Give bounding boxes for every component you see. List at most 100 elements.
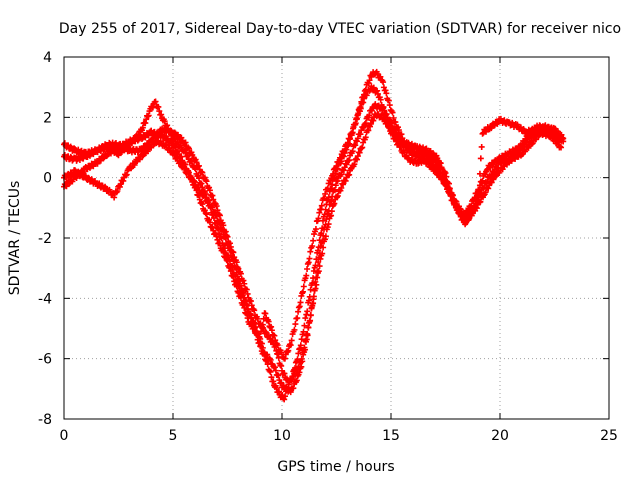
data-point xyxy=(332,166,339,173)
data-point xyxy=(242,298,249,305)
data-point xyxy=(361,95,368,102)
data-point xyxy=(262,310,269,317)
data-point xyxy=(295,350,302,357)
data-point xyxy=(382,87,389,94)
data-point xyxy=(220,222,227,229)
data-point xyxy=(476,170,483,177)
x-tick-label: 15 xyxy=(382,428,400,444)
data-point xyxy=(298,336,305,343)
data-point xyxy=(287,389,294,396)
data-point xyxy=(202,210,209,217)
data-point xyxy=(383,111,390,118)
data-point xyxy=(479,177,486,184)
data-point xyxy=(503,161,510,168)
data-point xyxy=(329,181,336,188)
data-point xyxy=(360,139,367,146)
data-point xyxy=(281,396,288,403)
data-point xyxy=(525,144,532,151)
data-point xyxy=(329,193,336,200)
data-point xyxy=(328,197,335,204)
data-point xyxy=(432,166,439,173)
data-point xyxy=(365,127,372,134)
data-point xyxy=(485,185,492,192)
y-tick-label: 4 xyxy=(43,50,52,66)
data-point xyxy=(145,132,152,139)
data-point xyxy=(316,254,323,261)
data-point xyxy=(163,141,170,148)
y-tick-label: -8 xyxy=(38,412,52,428)
data-point xyxy=(231,254,238,261)
data-point xyxy=(299,288,306,295)
data-point xyxy=(360,99,367,106)
data-point xyxy=(316,209,323,216)
data-point xyxy=(268,323,275,330)
data-point xyxy=(319,217,326,224)
data-point xyxy=(207,204,214,211)
data-point xyxy=(321,195,328,202)
data-point xyxy=(303,272,310,279)
data-point xyxy=(138,136,145,143)
data-point xyxy=(210,211,217,218)
data-point xyxy=(174,154,181,161)
data-point xyxy=(190,177,197,184)
data-point xyxy=(286,379,293,386)
data-point xyxy=(241,280,248,287)
data-point xyxy=(232,272,239,279)
y-tick-label: 0 xyxy=(43,171,52,187)
data-point xyxy=(218,235,225,242)
data-point xyxy=(478,143,485,150)
data-point xyxy=(386,102,393,109)
data-point xyxy=(402,142,409,149)
data-point xyxy=(120,177,127,184)
data-point xyxy=(100,145,107,152)
data-point xyxy=(172,144,179,151)
data-point xyxy=(177,159,184,166)
data-point xyxy=(148,144,155,151)
data-point xyxy=(483,167,490,174)
data-point xyxy=(294,315,301,322)
y-tick-label: 2 xyxy=(43,110,52,126)
y-tick-label: -2 xyxy=(38,231,52,247)
data-point xyxy=(389,109,396,116)
data-point xyxy=(560,138,567,145)
data-point xyxy=(374,70,381,77)
data-point xyxy=(252,323,259,330)
data-point xyxy=(301,322,308,329)
data-point xyxy=(239,292,246,299)
data-point xyxy=(307,286,314,293)
data-point xyxy=(557,143,564,150)
data-point xyxy=(114,187,121,194)
data-point xyxy=(191,178,198,185)
data-point xyxy=(315,215,322,222)
data-point xyxy=(123,171,130,178)
data-point xyxy=(291,326,298,333)
data-point xyxy=(255,331,262,338)
data-point xyxy=(274,351,281,358)
data-point xyxy=(324,185,331,192)
data-point xyxy=(266,367,273,374)
data-point xyxy=(324,211,331,218)
data-point xyxy=(212,220,219,227)
data-point xyxy=(181,165,188,172)
data-point xyxy=(476,186,483,193)
data-point xyxy=(476,182,483,189)
data-point xyxy=(203,178,210,185)
data-point xyxy=(309,300,316,307)
data-point xyxy=(300,328,307,335)
data-point xyxy=(272,364,279,371)
data-point xyxy=(304,265,311,272)
data-point xyxy=(363,92,370,99)
data-point xyxy=(182,139,189,146)
data-point xyxy=(66,180,73,187)
data-point xyxy=(167,138,174,145)
data-point xyxy=(221,245,228,252)
data-point xyxy=(333,162,340,169)
data-point xyxy=(296,345,303,352)
data-point xyxy=(198,188,205,195)
data-point xyxy=(353,138,360,145)
data-point xyxy=(346,171,353,178)
data-point xyxy=(360,124,367,131)
data-point xyxy=(210,196,217,203)
data-point xyxy=(299,358,306,365)
data-point xyxy=(352,142,359,149)
